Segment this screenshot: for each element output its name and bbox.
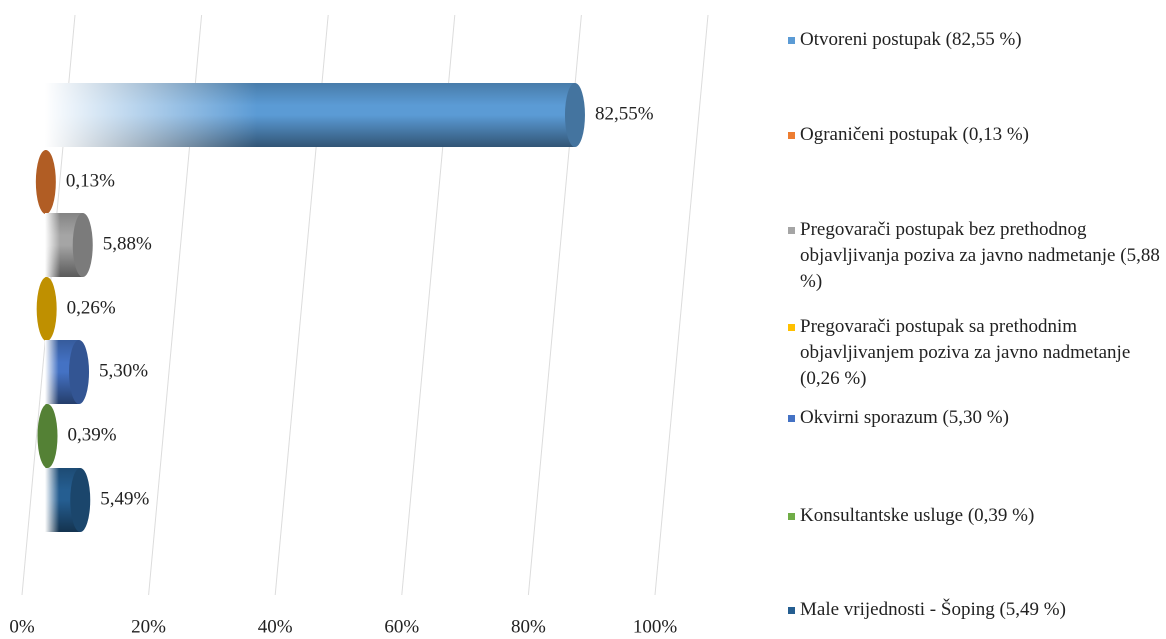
legend-swatch	[788, 132, 795, 139]
legend-label: Ograničeni postupak (0,13 %)	[800, 124, 1029, 145]
x-tick-label: 0%	[9, 616, 35, 637]
legend-swatch	[788, 227, 795, 234]
legend-item: Pregovarači postupak bez prethodnog obja…	[785, 217, 1160, 295]
legend-label: Otvoreni postupak (82,55 %)	[800, 29, 1022, 50]
x-tick-label: 100%	[633, 616, 678, 637]
legend-swatch	[788, 513, 795, 520]
legend-swatch	[788, 415, 795, 422]
legend-swatch	[788, 324, 795, 331]
data-label: 5,49%	[100, 488, 149, 509]
chart: 0% 20% 40% 60% 80% 100% 82,55% 0,13% 5,88% 0,26% 5…	[9, 14, 709, 637]
bar	[45, 340, 90, 404]
legend-item: Pregovarači postupak sa prethodnim objav…	[785, 314, 1160, 392]
legend-item: Ograničeni postupak (0,13 %)	[785, 122, 1160, 148]
bar	[45, 83, 585, 147]
legend-item: Okvirni sporazum (5,30 %)	[785, 405, 1160, 431]
legend-label: Male vrijednosti - Šoping (5,49 %)	[800, 599, 1066, 620]
legend-item: Konsultantske usluge (0,39 %)	[785, 503, 1160, 529]
bar	[36, 277, 57, 341]
legend-label: Okvirni sporazum (5,30 %)	[800, 407, 1009, 428]
grid-line	[654, 14, 709, 596]
data-label: 5,30%	[99, 360, 148, 381]
legend-item: Male vrijednosti - Šoping (5,49 %)	[785, 597, 1160, 623]
legend-label: Konsultantske usluge (0,39 %)	[800, 505, 1035, 526]
x-tick-label: 60%	[384, 616, 419, 637]
bar	[45, 468, 91, 532]
bar	[37, 404, 58, 468]
legend-label: Pregovarači postupak bez prethodnog obja…	[800, 219, 1160, 292]
legend: Otvoreni postupak (82,55 %) Ograničeni po…	[785, 0, 1160, 639]
legend-item: Otvoreni postupak (82,55 %)	[785, 27, 1160, 53]
bar	[35, 150, 56, 214]
legend-swatch	[788, 607, 795, 614]
data-label: 0,39%	[68, 424, 117, 445]
data-label: 0,26%	[67, 297, 116, 318]
data-label: 5,88%	[103, 233, 152, 254]
legend-swatch	[788, 37, 795, 44]
x-tick-label: 40%	[258, 616, 293, 637]
data-label: 82,55%	[595, 103, 654, 124]
x-tick-label: 80%	[511, 616, 546, 637]
data-label: 0,13%	[66, 170, 115, 191]
legend-label: Pregovarači postupak sa prethodnim objav…	[800, 316, 1131, 389]
bar	[45, 213, 93, 277]
x-tick-label: 20%	[131, 616, 166, 637]
